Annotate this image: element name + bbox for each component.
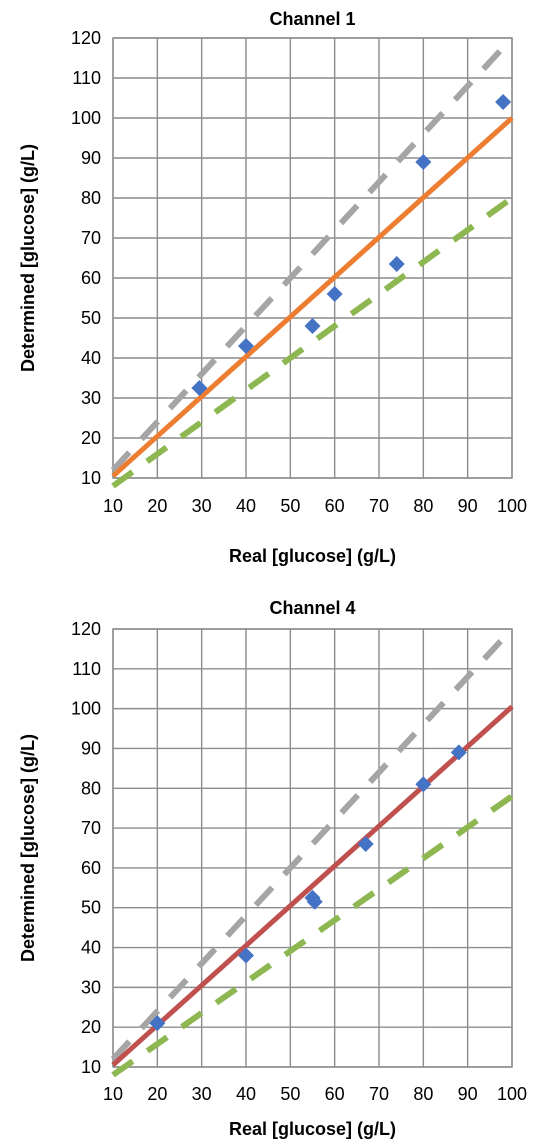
y-tick-label: 10 (81, 468, 101, 488)
y-tick-label: 80 (81, 188, 101, 208)
x-tick-label: 20 (147, 1084, 167, 1104)
y-tick-label: 30 (81, 977, 101, 997)
y-tick-label: 50 (81, 308, 101, 328)
data-point (238, 947, 254, 964)
y-tick-label: 30 (81, 388, 101, 408)
y-tick-label: 120 (71, 619, 101, 639)
data-point (450, 744, 467, 761)
y-tick-label: 50 (81, 898, 101, 918)
x-tick-label: 100 (497, 1084, 527, 1104)
x-tick-label: 80 (413, 1084, 433, 1104)
x-tick-label: 90 (458, 496, 478, 516)
x-axis-title: Real [glucose] (g/L) (229, 546, 396, 566)
x-tick-label: 60 (325, 1084, 345, 1104)
x-tick-label: 70 (369, 1084, 389, 1104)
y-tick-label: 10 (81, 1057, 101, 1077)
y-tick-label: 110 (72, 659, 101, 679)
reference-line (111, 793, 514, 1078)
y-tick-label: 80 (81, 778, 101, 798)
x-tick-label: 50 (280, 1084, 300, 1104)
data-point (326, 286, 343, 302)
x-axis-title: Real [glucose] (g/L) (229, 1119, 396, 1139)
data-point (191, 380, 208, 396)
y-axis-title: Determined [glucose] (g/L) (18, 734, 38, 962)
x-tick-label: 70 (369, 496, 389, 516)
x-tick-label: 40 (236, 1084, 256, 1104)
chart-title: Channel 1 (269, 9, 355, 29)
y-tick-label: 40 (81, 938, 101, 958)
data-point (415, 776, 432, 793)
reference-line (110, 35, 515, 473)
x-tick-label: 40 (236, 496, 256, 516)
data-point (238, 338, 254, 354)
y-tick-label: 70 (81, 228, 101, 248)
y-tick-label: 90 (81, 148, 101, 168)
x-tick-label: 80 (413, 496, 433, 516)
x-tick-label: 30 (192, 1084, 212, 1104)
fit-line (111, 116, 514, 478)
data-point (388, 256, 405, 272)
x-tick-label: 90 (458, 1084, 478, 1104)
plot-area (112, 37, 513, 479)
x-tick-label: 50 (280, 496, 300, 516)
y-tick-label: 40 (81, 348, 101, 368)
y-tick-label: 120 (71, 28, 101, 48)
data-point (304, 318, 321, 334)
reference-line (111, 195, 514, 489)
y-axis-title: Determined [glucose] (g/L) (18, 144, 38, 372)
y-tick-label: 60 (81, 858, 101, 878)
x-tick-label: 10 (103, 496, 123, 516)
y-tick-label: 90 (81, 738, 101, 758)
data-point (149, 1015, 166, 1032)
y-tick-label: 100 (71, 699, 101, 719)
x-tick-label: 100 (497, 496, 527, 516)
y-tick-label: 100 (71, 108, 101, 128)
y-tick-label: 20 (81, 428, 101, 448)
y-tick-label: 20 (81, 1017, 101, 1037)
data-point (357, 836, 374, 853)
x-tick-label: 20 (147, 496, 167, 516)
data-point (306, 893, 323, 910)
y-tick-label: 110 (72, 68, 101, 88)
plot-area (112, 628, 513, 1068)
chart-panel: 10 20 30 40 50 60 70 80 90 100 10 20 30 40 50 60 70 80 90 1… (18, 9, 527, 566)
x-tick-label: 10 (103, 1084, 123, 1104)
x-tick-label: 60 (325, 496, 345, 516)
data-point (415, 154, 432, 170)
data-point (495, 94, 512, 110)
chart-panel: 10 20 30 40 50 60 70 80 90 100 10 20 30 40 50 60 70 80 90 1… (18, 598, 527, 1139)
y-tick-label: 70 (81, 818, 101, 838)
chart-title: Channel 4 (269, 598, 355, 618)
fit-line (111, 704, 514, 1067)
reference-line (110, 626, 515, 1062)
y-tick-label: 60 (81, 268, 101, 288)
x-tick-label: 30 (192, 496, 212, 516)
